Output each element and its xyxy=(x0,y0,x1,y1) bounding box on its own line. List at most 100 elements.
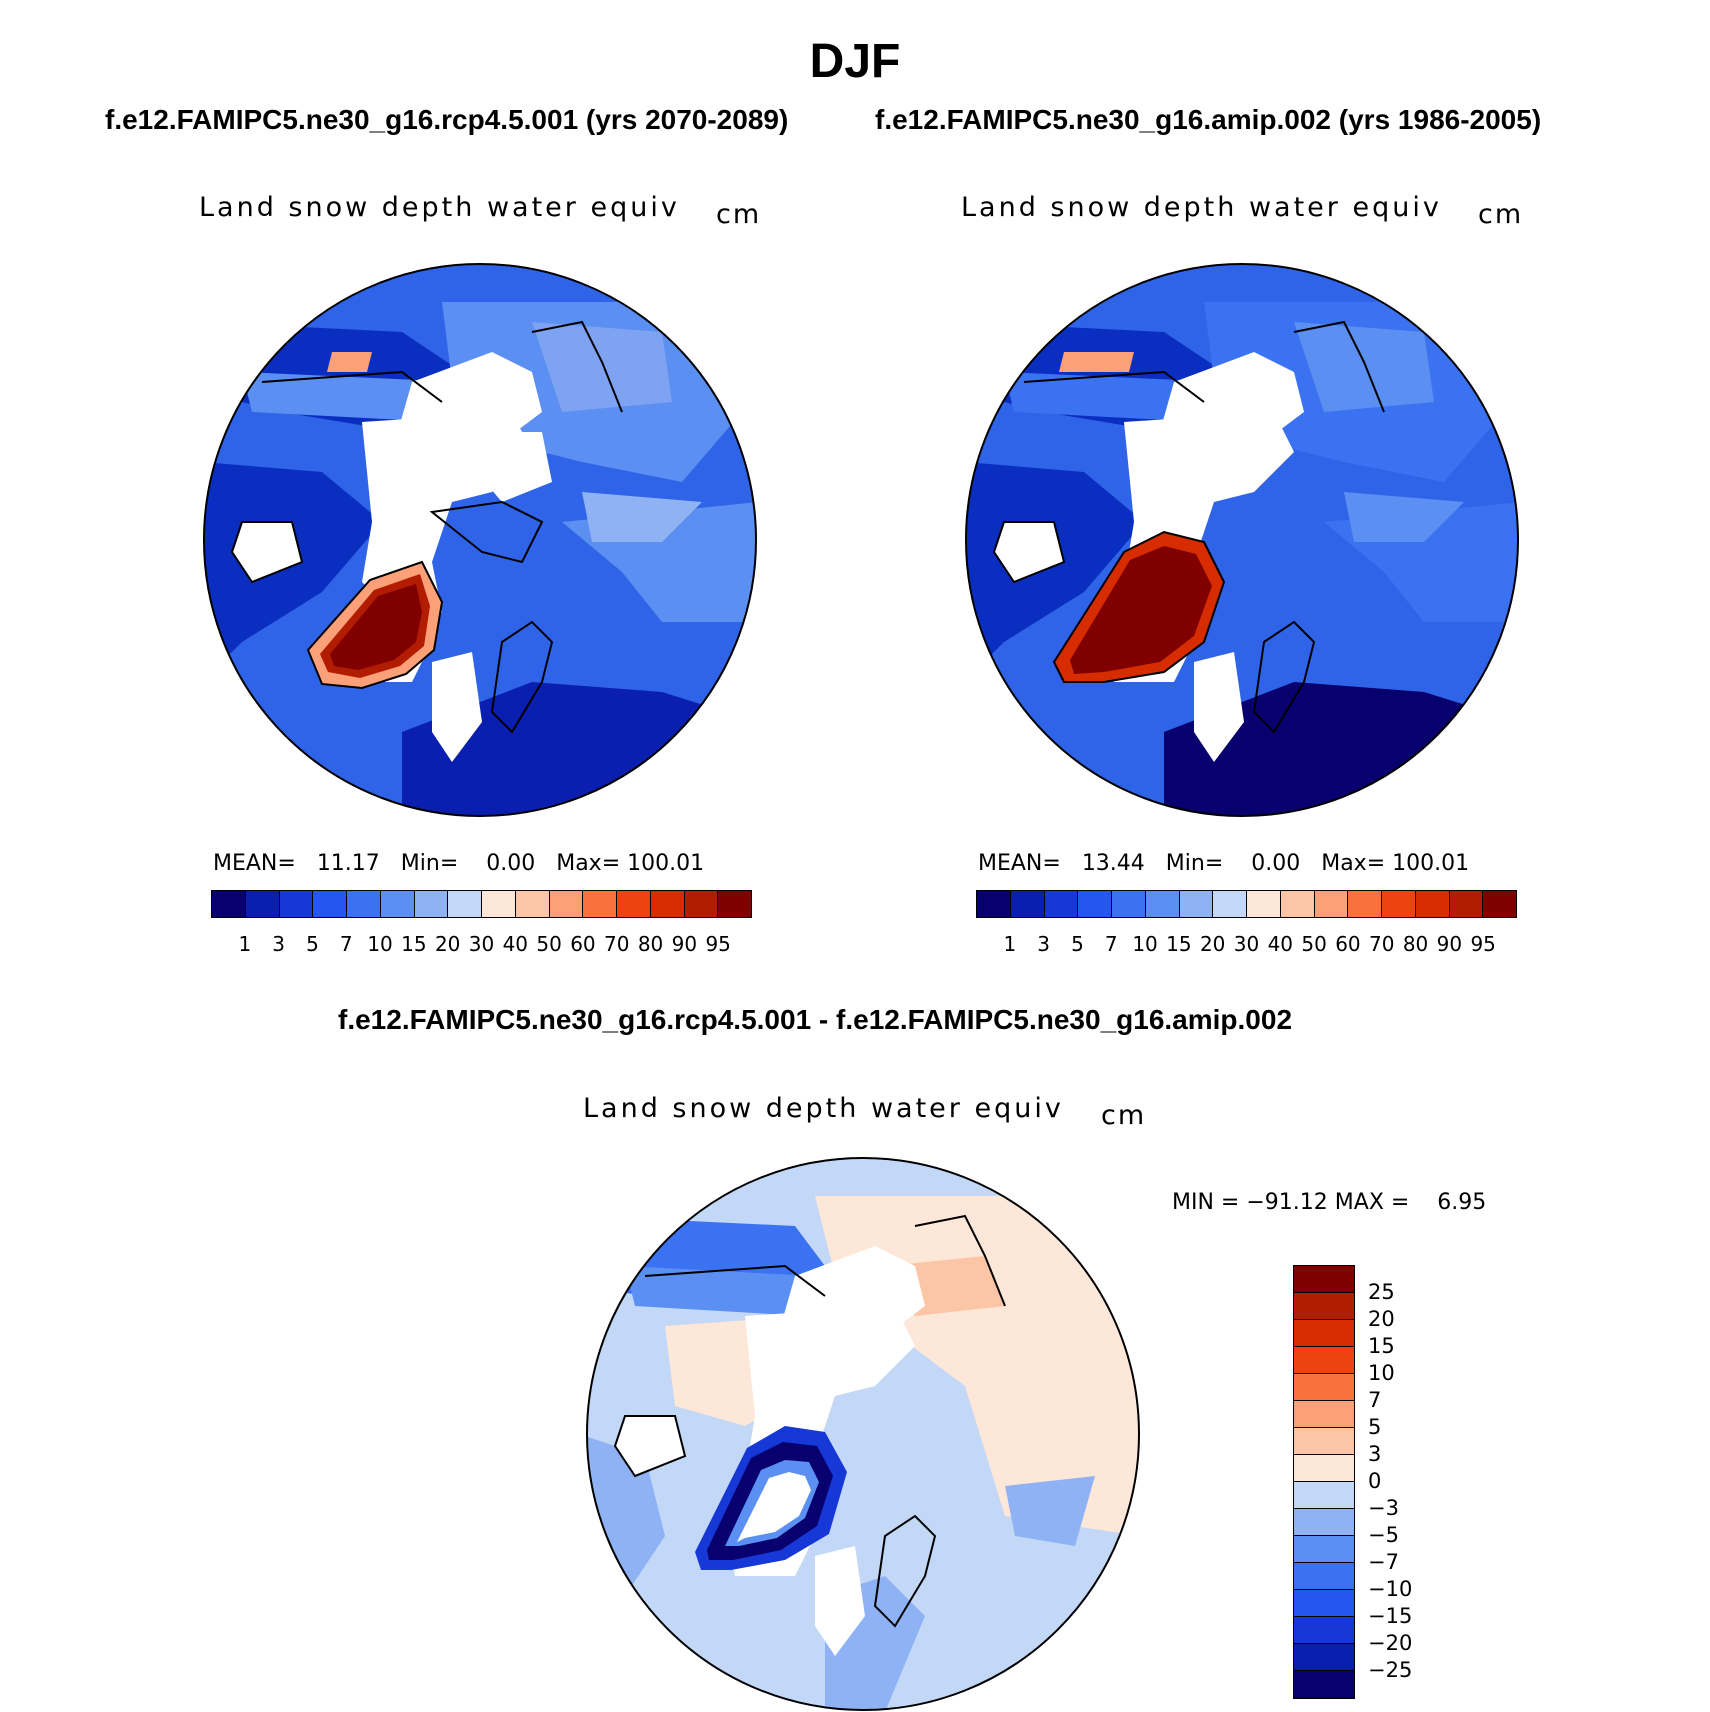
colorbar-swatch xyxy=(380,891,415,917)
colorbar-swatch xyxy=(1294,1293,1354,1320)
panel1-units: cm xyxy=(716,199,762,230)
colorbar-swatch xyxy=(1044,891,1079,917)
panel1-max-value: 100.01 xyxy=(627,851,705,876)
panel1-polar-map xyxy=(203,263,757,817)
colorbar-tick-label: −25 xyxy=(1368,1658,1413,1682)
panel1-min-value: 0.00 xyxy=(486,851,536,876)
colorbar-swatch xyxy=(1449,891,1484,917)
colorbar-tick-label: −3 xyxy=(1368,1496,1399,1520)
page-title: DJF xyxy=(809,35,901,88)
panel2-field-name: Land snow depth water equiv xyxy=(961,192,1442,223)
colorbar-tick-label: 7 xyxy=(339,932,353,956)
colorbar-tick-label: 5 xyxy=(306,932,319,956)
colorbar-tick-label: 20 xyxy=(434,932,461,956)
colorbar-swatch xyxy=(1294,1509,1354,1536)
colorbar-tick-label: −20 xyxy=(1368,1631,1413,1655)
colorbar-tick-label: 50 xyxy=(1301,932,1327,956)
colorbar-swatch xyxy=(1294,1347,1354,1374)
colorbar-swatch xyxy=(1078,891,1112,917)
colorbar-tick-label: 70 xyxy=(604,932,630,956)
panel2-mean-label: MEAN= xyxy=(978,851,1061,876)
diff-stats: MIN = −91.12 MAX = 6.95 xyxy=(1172,1190,1486,1215)
colorbar-tick-label: −5 xyxy=(1368,1523,1399,1547)
panel1-field-name: Land snow depth water equiv xyxy=(199,192,680,223)
panel2-polar-map xyxy=(965,263,1519,817)
panel1-subtitle: f.e12.FAMIPC5.ne30_g16.rcp4.5.001 (yrs 2… xyxy=(105,104,789,135)
panel1-max-label: Max= xyxy=(556,851,621,876)
colorbar-swatch xyxy=(1294,1374,1354,1401)
colorbar-swatch xyxy=(1112,891,1146,917)
colorbar-swatch xyxy=(482,891,516,917)
diff-max-value: 6.95 xyxy=(1437,1190,1487,1215)
panel1-stats: MEAN= 11.17 Min= 0.00 Max= 100.01 xyxy=(213,851,704,876)
colorbar-swatch xyxy=(1294,1455,1354,1482)
colorbar-swatch xyxy=(515,891,550,917)
colorbar-swatch xyxy=(1348,891,1382,917)
colorbar-swatch xyxy=(718,891,751,917)
colorbar-tick-label: −7 xyxy=(1368,1550,1399,1574)
colorbar-tick-label: 30 xyxy=(1233,932,1260,956)
diff-max-label: MAX = xyxy=(1334,1190,1410,1215)
colorbar-swatch xyxy=(1483,891,1516,917)
colorbar-tick-label: 1 xyxy=(1003,932,1017,956)
colorbar-swatch xyxy=(1294,1644,1354,1671)
diff-subtitle: f.e12.FAMIPC5.ne30_g16.rcp4.5.001 - f.e1… xyxy=(338,1004,1293,1035)
diff-units: cm xyxy=(1101,1100,1147,1131)
colorbar-swatch xyxy=(1415,891,1450,917)
colorbar-swatch xyxy=(1294,1266,1354,1293)
colorbar-tick-label: 50 xyxy=(536,932,562,956)
colorbar-swatch xyxy=(1294,1536,1354,1563)
panel2-max-value: 100.01 xyxy=(1392,851,1470,876)
colorbar-swatch xyxy=(1294,1590,1354,1617)
panel2-mean-value: 13.44 xyxy=(1081,851,1145,876)
colorbar-tick-label: 20 xyxy=(1368,1307,1395,1331)
colorbar-tick-label: 7 xyxy=(1104,932,1118,956)
panel2-max-label: Max= xyxy=(1321,851,1386,876)
diff-min-label: MIN = xyxy=(1172,1190,1240,1215)
panel2-min-label: Min= xyxy=(1165,851,1224,876)
colorbar-swatch xyxy=(650,891,685,917)
colorbar-tick-label: 40 xyxy=(502,932,529,956)
diff-field-name: Land snow depth water equiv xyxy=(583,1093,1064,1124)
colorbar-swatch xyxy=(1294,1671,1354,1698)
colorbar-tick-label: 90 xyxy=(671,932,698,956)
colorbar-tick-label: 95 xyxy=(705,932,731,956)
colorbar-tick-label: 40 xyxy=(1267,932,1294,956)
colorbar-tick-label: 90 xyxy=(1436,932,1463,956)
colorbar-swatch xyxy=(1294,1320,1354,1347)
colorbar-swatch xyxy=(1247,891,1281,917)
colorbar-tick-label: 30 xyxy=(468,932,495,956)
colorbar-tick-label: 95 xyxy=(1470,932,1496,956)
panel1-colorbar-labels: 1 3 5 7 10 15 20 30 40 50 60 70 80 90 95 xyxy=(211,932,752,956)
colorbar-swatch xyxy=(1294,1563,1354,1590)
colorbar-swatch xyxy=(1294,1428,1354,1455)
colorbar-tick-label: 10 xyxy=(1132,932,1158,956)
diff-min-value: −91.12 xyxy=(1246,1190,1328,1215)
panel1-min-label: Min= xyxy=(400,851,459,876)
panel1-mean-label: MEAN= xyxy=(213,851,296,876)
colorbar-swatch xyxy=(212,891,246,917)
panel2-min-value: 0.00 xyxy=(1251,851,1301,876)
panel1-colorbar xyxy=(211,890,752,918)
panel2-subtitle: f.e12.FAMIPC5.ne30_g16.amip.002 (yrs 198… xyxy=(875,104,1542,135)
colorbar-swatch xyxy=(977,891,1011,917)
colorbar-swatch xyxy=(1294,1482,1354,1509)
diff-colorbar xyxy=(1293,1265,1355,1699)
colorbar-tick-label: 3 xyxy=(272,932,285,956)
colorbar-swatch xyxy=(1145,891,1180,917)
panel1-mean-value: 11.17 xyxy=(316,851,380,876)
colorbar-tick-label: 1 xyxy=(238,932,252,956)
colorbar-tick-label: 5 xyxy=(1071,932,1084,956)
colorbar-tick-label: −15 xyxy=(1368,1604,1413,1628)
colorbar-tick-label: 60 xyxy=(570,932,596,956)
colorbar-swatch xyxy=(414,891,449,917)
colorbar-tick-label: 7 xyxy=(1368,1388,1382,1412)
diff-colorbar-labels: 25 20 15 10 7 5 3 0 −3 −5 −7 −10 −15 −20 −25 xyxy=(1368,1265,1448,1697)
diff-polar-map xyxy=(586,1157,1140,1711)
colorbar-swatch xyxy=(1314,891,1349,917)
panel2-stats: MEAN= 13.44 Min= 0.00 Max= 100.01 xyxy=(978,851,1469,876)
colorbar-swatch xyxy=(1280,891,1315,917)
colorbar-swatch xyxy=(245,891,280,917)
colorbar-swatch xyxy=(617,891,651,917)
colorbar-tick-label: 15 xyxy=(1166,932,1192,956)
